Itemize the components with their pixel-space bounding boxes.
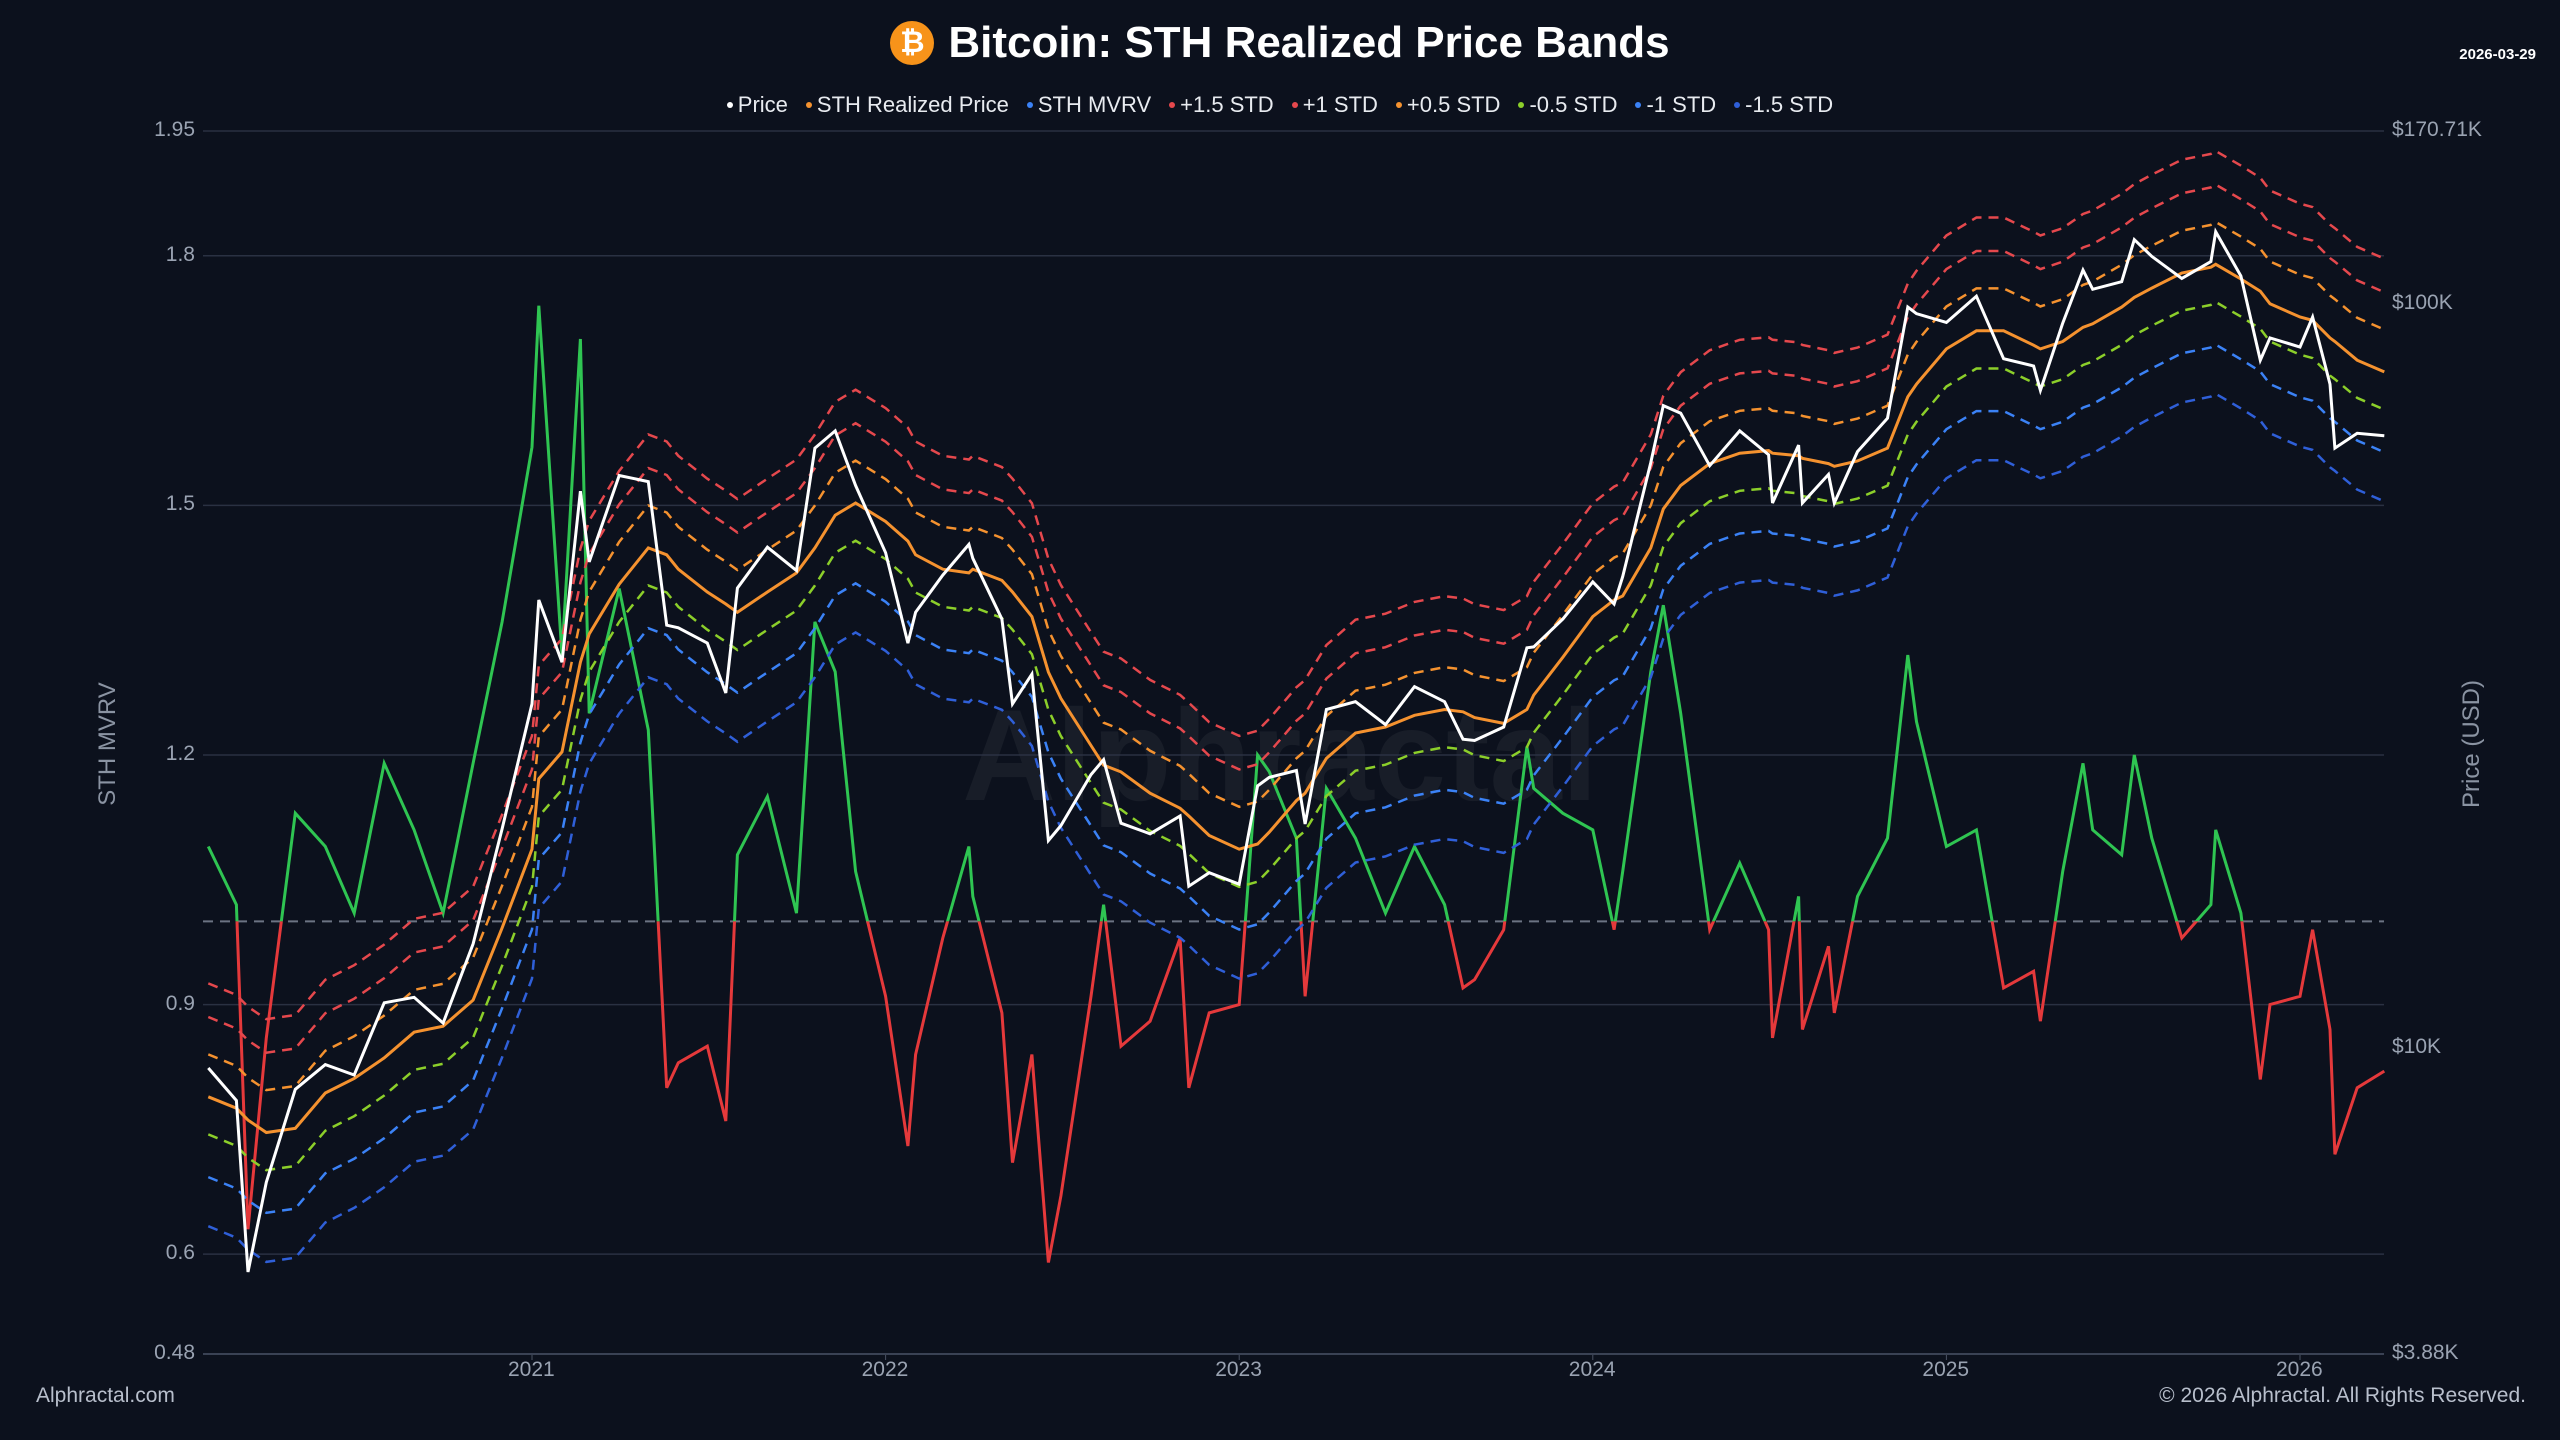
sth-realized-price-line [207,262,2385,1135]
legend-marker-icon [1395,102,1402,108]
legend-label: +1.5 STD [1180,92,1274,117]
legend-label: -0.5 STD [1529,92,1618,117]
chart-title: ₿ Bitcoin: STH Realized Price Bands [0,18,2560,68]
x-tick-label: 2022 [861,1358,909,1381]
legend-item[interactable]: +1 STD [1291,92,1378,118]
chart-title-text: Bitcoin: STH Realized Price Bands [948,18,1670,67]
legend-label: STH MVRV [1037,92,1152,117]
band-1-5-std-line [207,149,2385,1021]
legend-marker-icon [726,102,733,108]
right-tick-label: $10K [2392,1035,2442,1059]
legend-item[interactable]: +0.5 STD [1395,92,1501,118]
legend-marker-icon [1734,102,1741,108]
footer-site: Alphractal.com [36,1384,175,1407]
left-tick-label: 1.95 [154,118,195,141]
legend-marker-icon [1291,102,1298,108]
right-tick-label: $3.88K [2392,1341,2459,1364]
x-tick-label: 2025 [1922,1358,1970,1381]
left-tick-label: 0.48 [154,1341,195,1364]
left-tick-label: 1.5 [165,492,195,516]
legend-item[interactable]: STH MVRV [1026,92,1152,118]
band-1-5-std-line [207,392,2385,1264]
legend-label: +1 STD [1302,92,1378,117]
x-tick-label: 2023 [1215,1358,1262,1381]
legend-label: +0.5 STD [1406,92,1501,117]
left-tick-label: 0.6 [165,1241,195,1265]
footer-copyright: © 2026 Alphractal. All Rights Reserved. [2159,1384,2526,1407]
band-0-5-std-line [207,220,2385,1092]
bitcoin-icon: ₿ [890,21,935,65]
x-tick-label: 2021 [508,1358,555,1381]
legend: Price STH Realized Price STH MVRV +1.5 STD +… [0,92,2560,118]
sth-mvrv-line-above-1 [206,305,2244,922]
legend-item[interactable]: -0.5 STD [1518,92,1617,118]
legend-label: STH Realized Price [816,92,1009,117]
legend-marker-icon [1169,102,1176,108]
legend-marker-icon [1026,102,1033,108]
left-tick-label: 1.8 [165,242,195,266]
right-tick-label: $170.71K [2392,118,2482,141]
right-axis-title: Price (USD) [2458,679,2486,809]
legend-item[interactable]: -1 STD [1635,92,1716,118]
band-1-std-line [207,343,2385,1215]
x-tick-label: 2026 [2276,1358,2323,1381]
legend-marker-icon [805,102,812,108]
legend-marker-icon [1518,102,1525,108]
legend-item[interactable]: +1.5 STD [1169,92,1274,118]
band-0-5-std-line [207,300,2385,1172]
legend-label: -1 STD [1646,92,1717,117]
left-tick-label: 1.2 [165,741,195,765]
legend-label: Price [737,92,788,117]
date-label: 2026-03-29 [2459,46,2536,63]
legend-item[interactable]: STH Realized Price [805,92,1009,118]
price-line [207,227,2385,1273]
x-tick-label: 2024 [1568,1358,1616,1381]
legend-item[interactable]: -1.5 STD [1734,92,1833,118]
band-1-std-line [207,183,2385,1055]
left-tick-label: 0.9 [165,991,195,1015]
legend-label: -1.5 STD [1745,92,1834,117]
left-axis-title: STH MVRV [93,682,121,806]
legend-marker-icon [1635,102,1642,108]
legend-item[interactable]: Price [726,92,788,118]
right-tick-label: $100K [2392,290,2453,314]
